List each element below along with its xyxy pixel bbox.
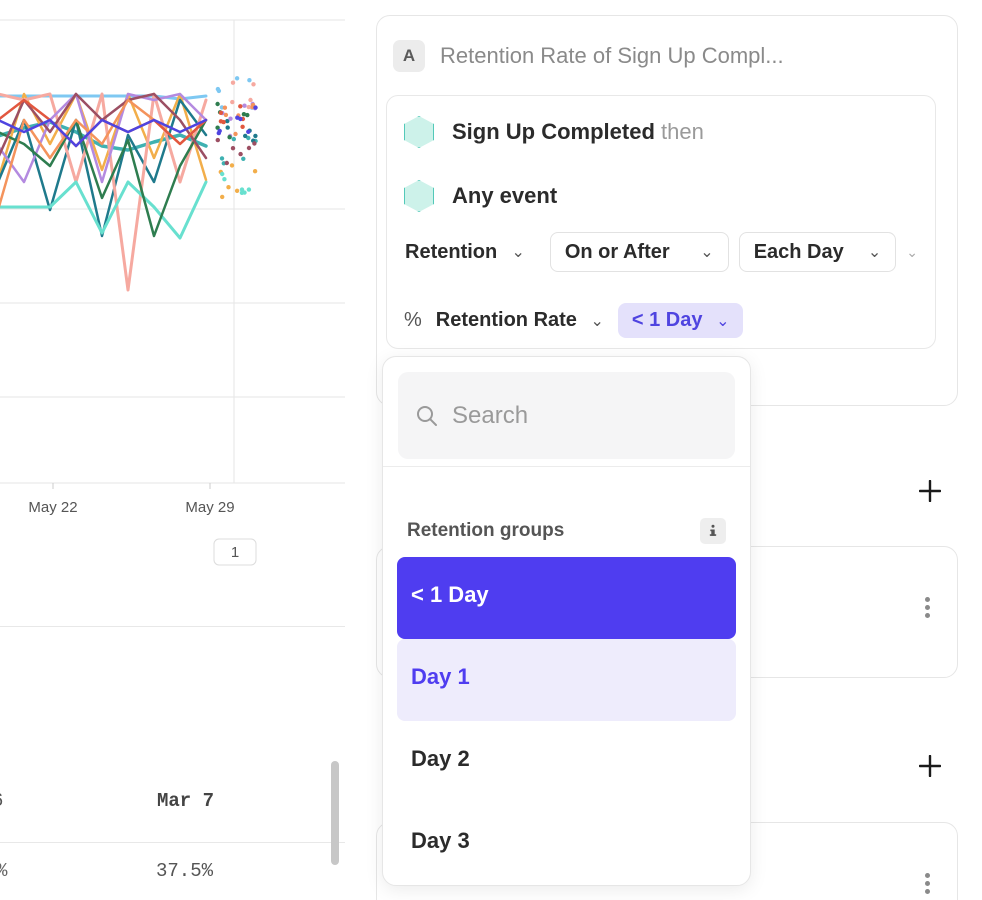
svg-text:May 29: May 29 — [185, 499, 234, 516]
svg-text:1: 1 — [231, 544, 239, 561]
svg-text:May 22: May 22 — [28, 499, 77, 516]
